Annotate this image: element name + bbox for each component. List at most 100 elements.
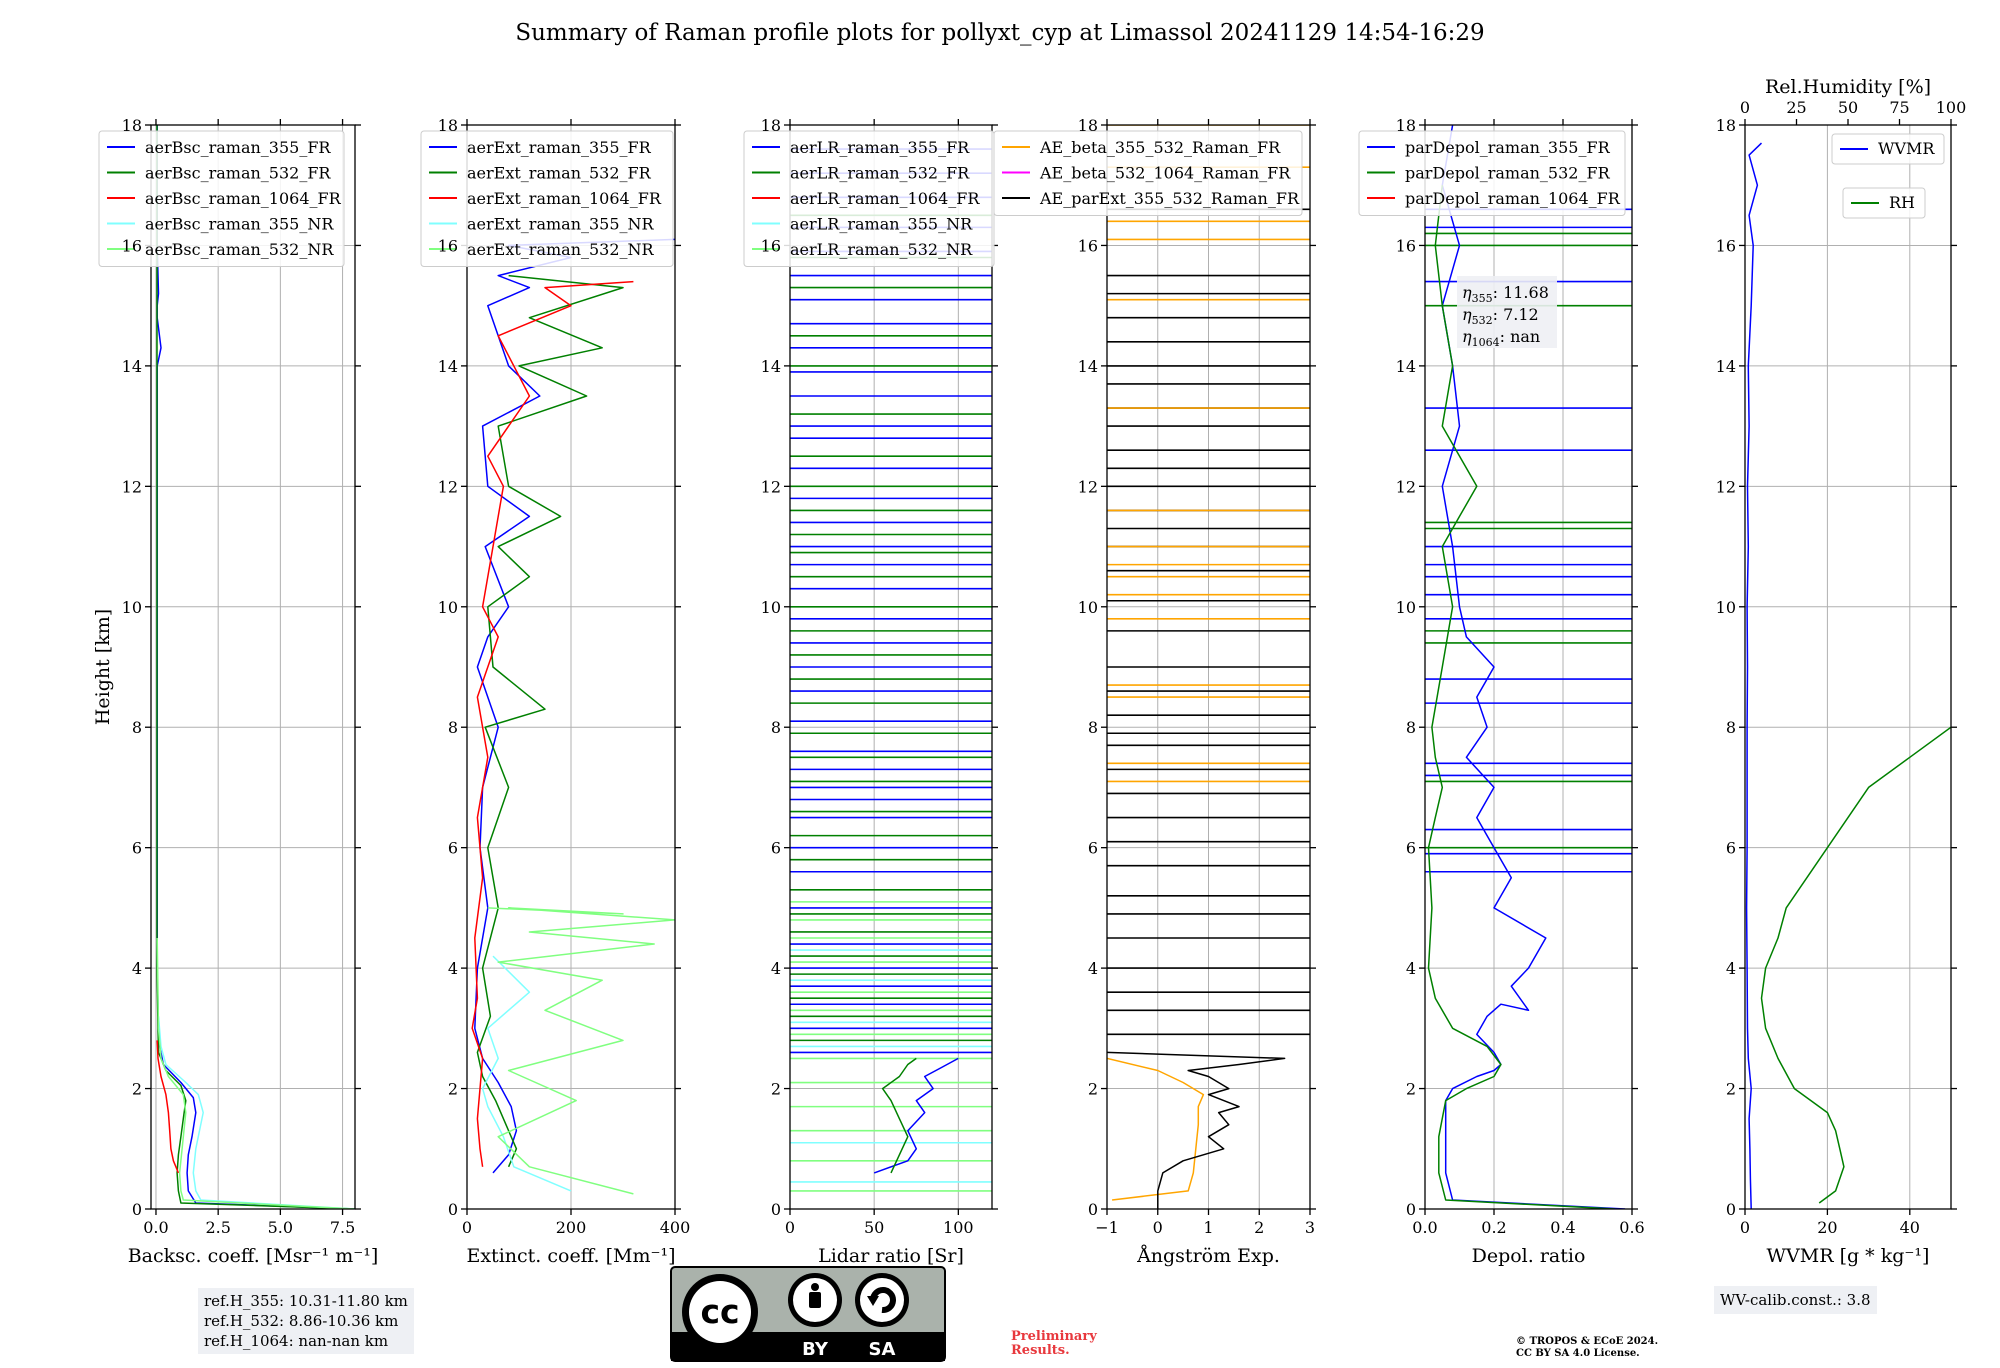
panel-lidar_ratio bbox=[744, 119, 998, 1215]
y-tick-label: 18 bbox=[438, 116, 458, 135]
legend-label: AE_beta_532_1064_Raman_FR bbox=[1039, 164, 1291, 183]
y-tick-label: 6 bbox=[1406, 839, 1416, 858]
y-tick-label: 6 bbox=[771, 839, 781, 858]
x-tick-label: 2 bbox=[1254, 1218, 1264, 1237]
series-aerBsc_raman_532_FR bbox=[157, 125, 355, 1209]
series-aerBsc_raman_1064_FR bbox=[157, 1040, 178, 1173]
legend-label: aerLR_raman_532_FR bbox=[790, 164, 970, 183]
legend-label: aerLR_raman_355_FR bbox=[790, 138, 970, 157]
y-tick-label: 0 bbox=[1088, 1200, 1098, 1219]
x-tick-label: 0.0 bbox=[143, 1218, 168, 1237]
y-tick-label: 2 bbox=[771, 1080, 781, 1099]
by-label: BY bbox=[802, 1339, 829, 1360]
series-aerLR_raman_355_FR bbox=[874, 1058, 958, 1173]
y-tick-label: 6 bbox=[1088, 839, 1098, 858]
y-tick-label: 4 bbox=[1088, 959, 1098, 978]
x-axis-label: Backsc. coeff. [Msr⁻¹ m⁻¹] bbox=[128, 1245, 379, 1267]
y-tick-label: 14 bbox=[761, 357, 781, 376]
x-tick-label: 0.0 bbox=[1412, 1218, 1437, 1237]
panel-backscatter bbox=[99, 119, 361, 1215]
y-tick-label: 4 bbox=[771, 959, 781, 978]
y-tick-label: 18 bbox=[1716, 116, 1736, 135]
y-tick-label: 6 bbox=[1726, 839, 1736, 858]
series-AE_parExt_355_532_Raman_FR bbox=[1107, 1052, 1285, 1209]
y-tick-label: 16 bbox=[1396, 236, 1416, 255]
y-tick-label: 10 bbox=[122, 598, 142, 617]
plot-area bbox=[157, 125, 355, 1209]
plot-area bbox=[1747, 137, 2000, 1209]
legend-label: aerBsc_raman_1064_FR bbox=[145, 189, 342, 208]
person-icon bbox=[811, 1283, 819, 1291]
copyright-line-2: CC BY SA 4.0 License. bbox=[1516, 1348, 1658, 1360]
x2-axis-label: Rel.Humidity [%] bbox=[1765, 76, 1931, 98]
y-tick-label: 18 bbox=[1078, 116, 1098, 135]
y-tick-label: 16 bbox=[1078, 236, 1098, 255]
copyright-note: © TROPOS & ECoE 2024. CC BY SA 4.0 Licen… bbox=[1516, 1336, 1658, 1360]
y-tick-label: 16 bbox=[438, 236, 458, 255]
y-tick-label: 4 bbox=[448, 959, 458, 978]
ref-height-1064: ref.H_1064: nan-nan km bbox=[204, 1331, 408, 1351]
y-tick-label: 2 bbox=[132, 1080, 142, 1099]
x-tick-label: 100 bbox=[943, 1218, 974, 1237]
x2-tick-label: 25 bbox=[1786, 98, 1806, 117]
x-tick-label: 0 bbox=[462, 1218, 472, 1237]
series-WVMR bbox=[1747, 143, 1762, 1209]
preliminary-note: Preliminary Results. bbox=[1011, 1330, 1097, 1358]
legend-label: aerExt_raman_1064_FR bbox=[467, 189, 662, 208]
x2-tick-label: 100 bbox=[1936, 98, 1967, 117]
y-tick-label: 12 bbox=[1396, 477, 1416, 496]
legend-label: aerExt_raman_355_FR bbox=[467, 138, 652, 157]
legend-label: aerExt_raman_532_NR bbox=[467, 240, 655, 259]
preliminary-line-1: Preliminary bbox=[1011, 1330, 1097, 1344]
x-tick-label: −1 bbox=[1095, 1218, 1119, 1237]
legend-label: AE_beta_355_532_Raman_FR bbox=[1039, 138, 1281, 157]
y-tick-label: 0 bbox=[1406, 1200, 1416, 1219]
preliminary-line-2: Results. bbox=[1011, 1344, 1097, 1358]
series-aerExt_raman_532_FR bbox=[477, 276, 623, 1167]
y-tick-label: 8 bbox=[448, 718, 458, 737]
axes-frame bbox=[151, 125, 355, 1209]
y-tick-label: 14 bbox=[1716, 357, 1736, 376]
y-tick-label: 10 bbox=[1078, 598, 1098, 617]
y-tick-label: 10 bbox=[761, 598, 781, 617]
axes-frame bbox=[1745, 125, 1951, 1209]
series-aerExt_raman_355_NR bbox=[483, 956, 571, 1191]
cc-license-badge: cc BY SA bbox=[670, 1266, 946, 1364]
x-tick-label: 5.0 bbox=[268, 1218, 293, 1237]
x-tick-label: 3 bbox=[1305, 1218, 1315, 1237]
legend-label: aerLR_raman_532_NR bbox=[790, 240, 973, 259]
series-aerExt_raman_355_FR bbox=[475, 239, 675, 1173]
x-axis-label: Lidar ratio [Sr] bbox=[818, 1245, 964, 1267]
cc-text: cc bbox=[700, 1292, 739, 1331]
legend-label: parDepol_raman_532_FR bbox=[1405, 164, 1611, 183]
y-tick-label: 18 bbox=[761, 116, 781, 135]
ref-height-355: ref.H_355: 10.31-11.80 km bbox=[204, 1291, 408, 1311]
legend-label: RH bbox=[1889, 193, 1915, 212]
x-tick-label: 0 bbox=[1740, 1218, 1750, 1237]
plot-area bbox=[472, 239, 675, 1194]
x-tick-label: 0.2 bbox=[1481, 1218, 1506, 1237]
y-tick-label: 2 bbox=[1406, 1080, 1416, 1099]
y-tick-label: 12 bbox=[761, 477, 781, 496]
y-tick-label: 4 bbox=[1726, 959, 1736, 978]
x-tick-label: 0.6 bbox=[1619, 1218, 1644, 1237]
legend-label: aerExt_raman_355_NR bbox=[467, 215, 655, 234]
series-AE_beta_355_532_Raman_FR bbox=[1107, 1058, 1203, 1200]
y-tick-label: 0 bbox=[771, 1200, 781, 1219]
x2-tick-label: 50 bbox=[1838, 98, 1858, 117]
x-axis-label: Ångström Exp. bbox=[1136, 1245, 1280, 1267]
series-aerBsc_raman_355_FR bbox=[157, 125, 355, 1209]
ref-height-532: ref.H_532: 8.86-10.36 km bbox=[204, 1311, 408, 1331]
y-tick-label: 12 bbox=[122, 477, 142, 496]
y-tick-label: 14 bbox=[438, 357, 458, 376]
legend-label: WVMR bbox=[1878, 139, 1935, 158]
y-tick-label: 12 bbox=[1078, 477, 1098, 496]
legend-label: parDepol_raman_1064_FR bbox=[1405, 189, 1621, 208]
legend-label: aerExt_raman_532_FR bbox=[467, 164, 652, 183]
y-axis-label: Height [km] bbox=[92, 609, 114, 725]
sa-label: SA bbox=[869, 1339, 896, 1360]
y-tick-label: 10 bbox=[438, 598, 458, 617]
y-tick-label: 2 bbox=[1726, 1080, 1736, 1099]
y-tick-label: 16 bbox=[1716, 236, 1736, 255]
